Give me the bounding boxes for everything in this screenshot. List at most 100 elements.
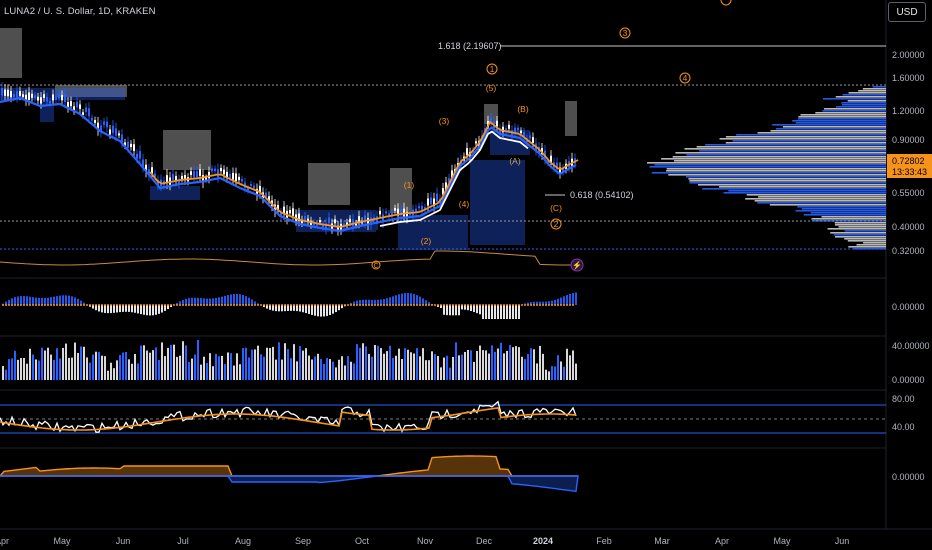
price-axis[interactable]: 2.00000 1.60000 1.20000 0.90000 0.55000 … [887, 50, 932, 256]
fib-level-1618[interactable]: 1.618 (2.19607) [438, 41, 886, 51]
macd-bar [242, 295, 244, 305]
macd-bar [542, 301, 544, 305]
volume-bar [191, 358, 193, 380]
volume-bar [188, 361, 190, 380]
profile-row [821, 216, 886, 218]
volume-bar [230, 353, 232, 380]
wave-label-c: C [373, 263, 378, 270]
volume-bar [80, 346, 82, 380]
macd-bar [461, 305, 463, 310]
fib-level-0618[interactable]: 0.618 (0.54102) [545, 190, 634, 200]
macd-bar [350, 302, 352, 305]
macd-bar [254, 301, 256, 305]
volume-bar [83, 346, 85, 380]
macd-bar [554, 299, 556, 305]
candle-body [109, 129, 111, 135]
candle-body [430, 197, 432, 205]
volume-bar [206, 363, 208, 380]
profile-row [772, 124, 886, 126]
profile-row [668, 174, 886, 176]
volume-bar [542, 353, 544, 380]
volume-bar [467, 349, 469, 380]
volume-bar [326, 357, 328, 380]
price-tick-0.9: 0.90000 [892, 135, 925, 145]
candle-body [76, 101, 78, 108]
candle-body [82, 112, 84, 115]
macd-bar [305, 305, 307, 314]
candle-body [67, 101, 69, 108]
volume-bar [44, 350, 46, 380]
candle-body [100, 125, 102, 133]
volume-bar [251, 349, 253, 380]
profile-row [651, 172, 886, 174]
price-tick-2: 2.00000 [892, 50, 925, 60]
rsi-line [0, 400, 577, 433]
volume-bar [17, 359, 19, 380]
candle-body [385, 211, 387, 214]
candle-body [133, 144, 135, 151]
macd-bar [485, 305, 487, 319]
candle-body [388, 213, 390, 217]
volume-bar [368, 353, 370, 380]
volume-bar [359, 347, 361, 380]
volume-bar [479, 345, 481, 380]
candle-body [166, 175, 168, 184]
volume-bar [575, 363, 577, 380]
candle-body [334, 219, 336, 224]
volume-bar [98, 351, 100, 380]
volume-bar [14, 350, 16, 380]
wave-label-p2: (2) [421, 236, 432, 246]
macd-bar [563, 296, 565, 305]
candle-body [448, 178, 450, 183]
alert-flash-icon[interactable]: ⚡ [570, 258, 584, 272]
profile-row [824, 108, 886, 110]
time-axis[interactable]: Apr May Jun Jul Aug Sep Oct Nov Dec 2024 Feb Mar Apr… [0, 536, 849, 546]
wave-label-pc: (C) [550, 203, 562, 213]
macd-bar [125, 305, 127, 312]
volume-bar [305, 348, 307, 380]
volume-axis-top: 40.00000 [892, 341, 930, 351]
macd-bar [245, 296, 247, 305]
macd-bar [101, 305, 103, 313]
macd-bar [308, 305, 310, 315]
volume-bar [527, 354, 529, 380]
profile-row [835, 106, 886, 108]
candle-body [514, 127, 516, 132]
wave-label-p1: (1) [404, 180, 415, 190]
price-tick-0.55: 0.55000 [892, 188, 925, 198]
candle-body [298, 213, 300, 221]
candle-body [532, 137, 534, 143]
time-tick: Feb [596, 536, 612, 546]
profile-row [844, 238, 886, 240]
volume-bar [269, 348, 271, 380]
volume-bar [338, 359, 340, 380]
volume-bar [182, 341, 184, 380]
currency-button[interactable]: USD [888, 2, 926, 22]
momentum-axis-zero: 0.00000 [892, 472, 925, 482]
volume-bar [194, 354, 196, 380]
candle-body [61, 95, 63, 101]
candle-body [202, 174, 204, 183]
wave-label-2: 2 [554, 219, 559, 229]
macd-bar [491, 305, 493, 319]
macd-bar [488, 305, 490, 319]
candle-body [7, 89, 9, 97]
profile-row [811, 218, 886, 220]
macd-bar [377, 299, 379, 305]
macd-bar [449, 305, 451, 316]
candle-body [58, 94, 60, 99]
macd-bar [23, 296, 25, 305]
profile-row [822, 110, 886, 112]
volume-bar [116, 360, 118, 380]
macd-bar [317, 305, 319, 317]
volume-bar [557, 355, 559, 380]
volume-bar [65, 343, 67, 380]
volume-bar [395, 355, 397, 380]
macd-bar [545, 301, 547, 305]
volume-profile [647, 86, 886, 250]
volume-bar [290, 358, 292, 380]
macd-bar [59, 295, 61, 305]
profile-row [654, 164, 886, 166]
volume-bar [422, 348, 424, 380]
